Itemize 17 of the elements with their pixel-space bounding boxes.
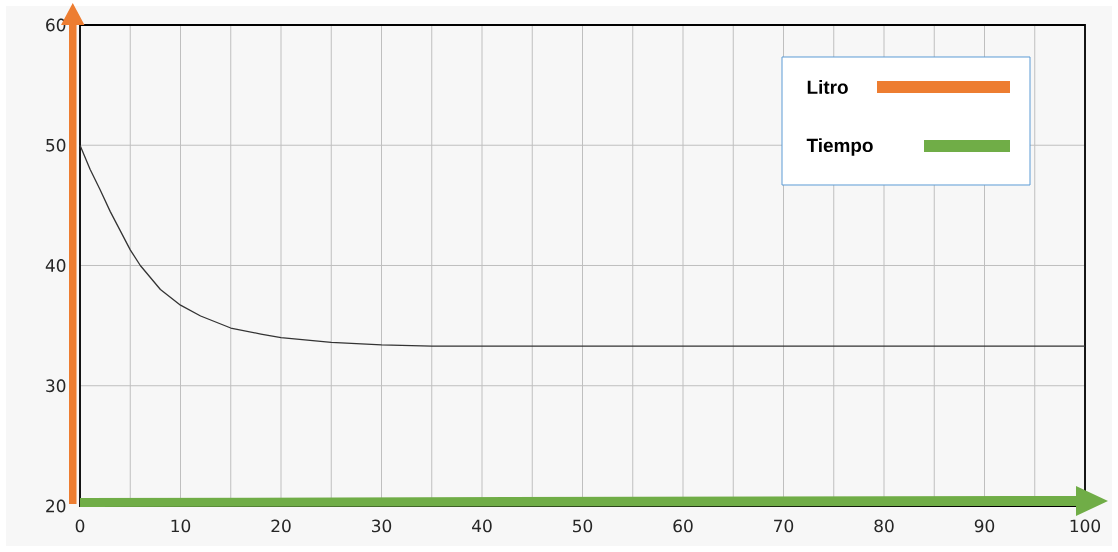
y-tick-label: 30 — [46, 379, 66, 393]
x-tick-label: 80 — [874, 519, 894, 533]
x-tick-label: 0 — [75, 519, 85, 533]
x-tick-label: 100 — [1070, 519, 1101, 533]
y-tick-label: 50 — [46, 138, 66, 152]
y-tick-label: 20 — [46, 499, 66, 513]
x-tick-label: 70 — [774, 519, 794, 533]
x-tick-label: 30 — [372, 519, 392, 533]
x-axis-title: Tiempo — [806, 138, 873, 156]
x-tick-label: 90 — [974, 519, 995, 533]
x-tick-label: 50 — [573, 519, 593, 533]
y-tick-label: 40 — [45, 259, 66, 272]
x-tick-label: 40 — [472, 519, 492, 533]
x-tick-label: 10 — [171, 519, 191, 533]
x-tick-label: 60 — [673, 519, 693, 533]
y-axis-title: Litro — [807, 80, 848, 94]
x-tick-label: 20 — [271, 519, 291, 533]
